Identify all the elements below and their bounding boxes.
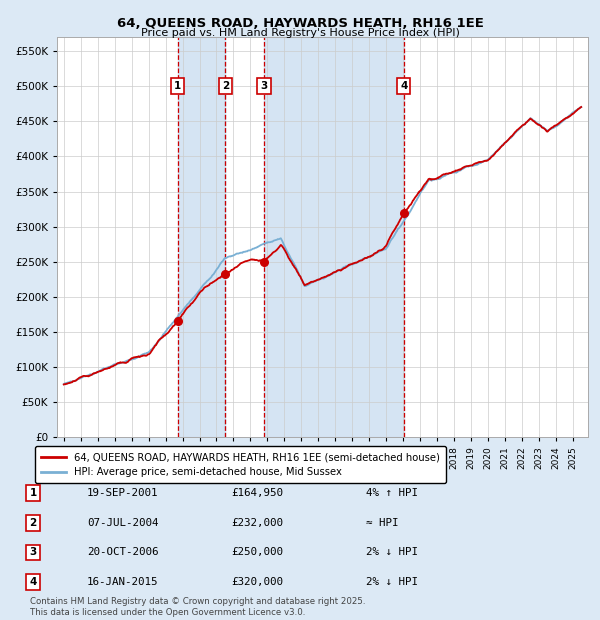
Text: 20-OCT-2006: 20-OCT-2006 bbox=[87, 547, 158, 557]
Text: 2% ↓ HPI: 2% ↓ HPI bbox=[366, 547, 418, 557]
Text: Price paid vs. HM Land Registry's House Price Index (HPI): Price paid vs. HM Land Registry's House … bbox=[140, 28, 460, 38]
Text: 4: 4 bbox=[29, 577, 37, 587]
Text: 1: 1 bbox=[29, 488, 37, 498]
Text: 2: 2 bbox=[29, 518, 37, 528]
Text: 3: 3 bbox=[260, 81, 268, 91]
Text: 07-JUL-2004: 07-JUL-2004 bbox=[87, 518, 158, 528]
Text: £250,000: £250,000 bbox=[231, 547, 283, 557]
Text: 64, QUEENS ROAD, HAYWARDS HEATH, RH16 1EE: 64, QUEENS ROAD, HAYWARDS HEATH, RH16 1E… bbox=[116, 17, 484, 30]
Text: £320,000: £320,000 bbox=[231, 577, 283, 587]
Text: £164,950: £164,950 bbox=[231, 488, 283, 498]
Text: ≈ HPI: ≈ HPI bbox=[366, 518, 398, 528]
Text: 4: 4 bbox=[400, 81, 407, 91]
Text: £232,000: £232,000 bbox=[231, 518, 283, 528]
Text: 16-JAN-2015: 16-JAN-2015 bbox=[87, 577, 158, 587]
Text: 4% ↑ HPI: 4% ↑ HPI bbox=[366, 488, 418, 498]
Text: 3: 3 bbox=[29, 547, 37, 557]
Text: 2% ↓ HPI: 2% ↓ HPI bbox=[366, 577, 418, 587]
Bar bbox=[264, 37, 404, 437]
Text: 1: 1 bbox=[174, 81, 181, 91]
Bar bbox=[178, 37, 225, 437]
Text: Contains HM Land Registry data © Crown copyright and database right 2025.
This d: Contains HM Land Registry data © Crown c… bbox=[30, 598, 365, 617]
Legend: 64, QUEENS ROAD, HAYWARDS HEATH, RH16 1EE (semi-detached house), HPI: Average pr: 64, QUEENS ROAD, HAYWARDS HEATH, RH16 1E… bbox=[35, 446, 446, 484]
Text: 19-SEP-2001: 19-SEP-2001 bbox=[87, 488, 158, 498]
Text: 2: 2 bbox=[221, 81, 229, 91]
